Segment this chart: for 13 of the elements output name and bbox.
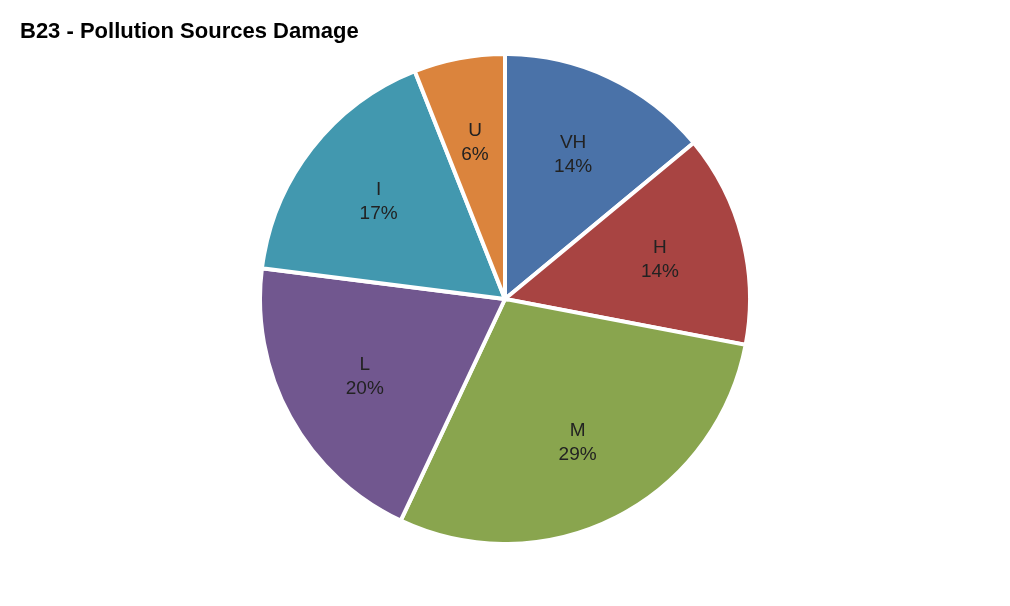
data-label: 14%: [554, 155, 593, 177]
chart-title: B23 - Pollution Sources Damage: [20, 18, 359, 43]
slice-label: VH: [559, 131, 587, 153]
slice-label: H: [653, 236, 667, 258]
data-label: 17%: [359, 201, 398, 223]
data-label: 29%: [558, 442, 597, 464]
data-label: 20%: [345, 377, 384, 399]
data-label: 14%: [640, 260, 680, 282]
slice-label: I: [375, 177, 382, 199]
slice-label: U: [468, 118, 482, 140]
slice-label: M: [569, 418, 586, 440]
data-label: 6%: [461, 142, 489, 164]
slice-label: L: [359, 353, 371, 375]
